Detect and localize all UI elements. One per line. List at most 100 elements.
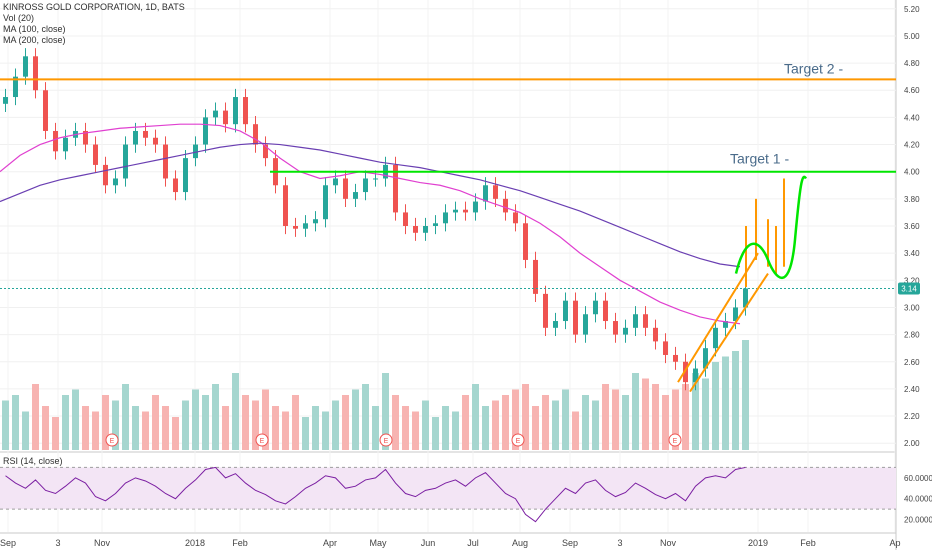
volume-bar: [592, 400, 599, 450]
candle-body: [393, 164, 398, 213]
candle-body: [293, 226, 298, 229]
x-tick-label: 2018: [185, 538, 205, 548]
candle-body: [433, 223, 438, 226]
candle-body: [423, 226, 428, 233]
volume-bar: [292, 395, 299, 450]
volume-bar: [202, 395, 209, 450]
x-tick-label: Aug: [512, 538, 528, 548]
volume-bar: [412, 411, 419, 450]
price-tick-label: 4.80: [904, 59, 920, 68]
candle-body: [553, 321, 558, 328]
price-tick-label: 4.20: [904, 141, 920, 150]
candle-body: [303, 223, 308, 229]
candle-body: [373, 178, 378, 180]
candle-body: [603, 300, 608, 322]
price-tick-label: 2.60: [904, 358, 920, 367]
volume-bar: [2, 400, 9, 450]
rsi-tick-label: 40.0000: [904, 495, 932, 504]
volume-bar: [62, 395, 69, 450]
candle-body: [593, 300, 598, 315]
volume-bar: [352, 389, 359, 450]
earnings-marker: [668, 433, 682, 447]
volume-bar: [342, 395, 349, 450]
earnings-marker-label: E: [516, 438, 521, 445]
rsi-tick-label: 60.0000: [904, 474, 932, 483]
candle-body: [103, 164, 108, 186]
volume-bar: [632, 373, 639, 450]
volume-bar: [102, 395, 109, 450]
price-tick-label: 2.40: [904, 385, 920, 394]
volume-bar: [362, 384, 369, 450]
volume-bar: [242, 395, 249, 450]
volume-bar: [422, 400, 429, 450]
volume-bar: [572, 411, 579, 450]
rsi-band: [0, 467, 896, 510]
candle-body: [33, 56, 38, 91]
candle-body: [653, 327, 658, 342]
candle-body: [733, 307, 738, 322]
volume-bar: [622, 395, 629, 450]
x-tick-label: Jul: [467, 538, 479, 548]
candle-body: [743, 288, 748, 308]
candle-body: [363, 178, 368, 193]
x-tick-label: Sep: [0, 538, 16, 548]
x-tick-label: Nov: [94, 538, 111, 548]
volume-bar: [482, 406, 489, 450]
volume-bar: [522, 384, 529, 450]
volume-bar: [722, 356, 729, 450]
candle-body: [263, 144, 268, 159]
volume-bar: [402, 406, 409, 450]
earnings-marker-label: E: [384, 438, 389, 445]
x-tick-label: 3: [617, 538, 622, 548]
candle-body: [333, 178, 338, 186]
price-tick-label: 5.20: [904, 5, 920, 14]
legend-vol: Vol (20): [3, 13, 35, 23]
projection-path: [734, 175, 808, 280]
candle-body: [523, 223, 528, 260]
volume-bar: [432, 417, 439, 450]
volume-bar: [552, 400, 559, 450]
volume-bar: [32, 384, 39, 450]
earnings-marker-label: E: [260, 438, 265, 445]
candle-body: [533, 259, 538, 294]
candle-body: [643, 314, 648, 328]
volume-bar: [382, 373, 389, 450]
volume-bar: [22, 411, 29, 450]
candle-body: [493, 185, 498, 199]
earnings-marker: [379, 433, 393, 447]
volume-bar: [72, 389, 79, 450]
price-tick-label: 3.80: [904, 195, 920, 204]
volume-bar: [442, 406, 449, 450]
volume-bar: [562, 389, 569, 450]
volume-bar: [602, 384, 609, 450]
chart-title: KINROSS GOLD CORPORATION, 1D, BATS: [3, 2, 185, 12]
price-tick-label: 5.00: [904, 32, 920, 41]
candle-body: [233, 97, 238, 125]
x-tick-label: 3: [55, 538, 60, 548]
x-tick-label: Sep: [562, 538, 578, 548]
volume-bar: [732, 351, 739, 450]
earnings-marker: [105, 433, 119, 447]
volume-bar: [302, 417, 309, 450]
candle-body: [673, 354, 678, 362]
volume-bar: [492, 400, 499, 450]
earnings-marker-label: E: [673, 438, 678, 445]
candle-body: [193, 144, 198, 159]
earnings-marker: [255, 433, 269, 447]
candle-body: [283, 185, 288, 226]
volume-bar: [582, 395, 589, 450]
candle-body: [343, 178, 348, 199]
volume-bar: [192, 389, 199, 450]
candle-body: [153, 137, 158, 145]
volume-bar: [642, 378, 649, 450]
candle-body: [203, 117, 208, 145]
volume-bar: [182, 400, 189, 450]
candle-body: [723, 321, 728, 328]
price-tick-label: 3.20: [904, 276, 920, 285]
candle-body: [123, 144, 128, 179]
candle-body: [573, 300, 578, 335]
volume-bar: [322, 411, 329, 450]
x-tick-label: Feb: [232, 538, 248, 548]
volume-bar: [262, 389, 269, 450]
